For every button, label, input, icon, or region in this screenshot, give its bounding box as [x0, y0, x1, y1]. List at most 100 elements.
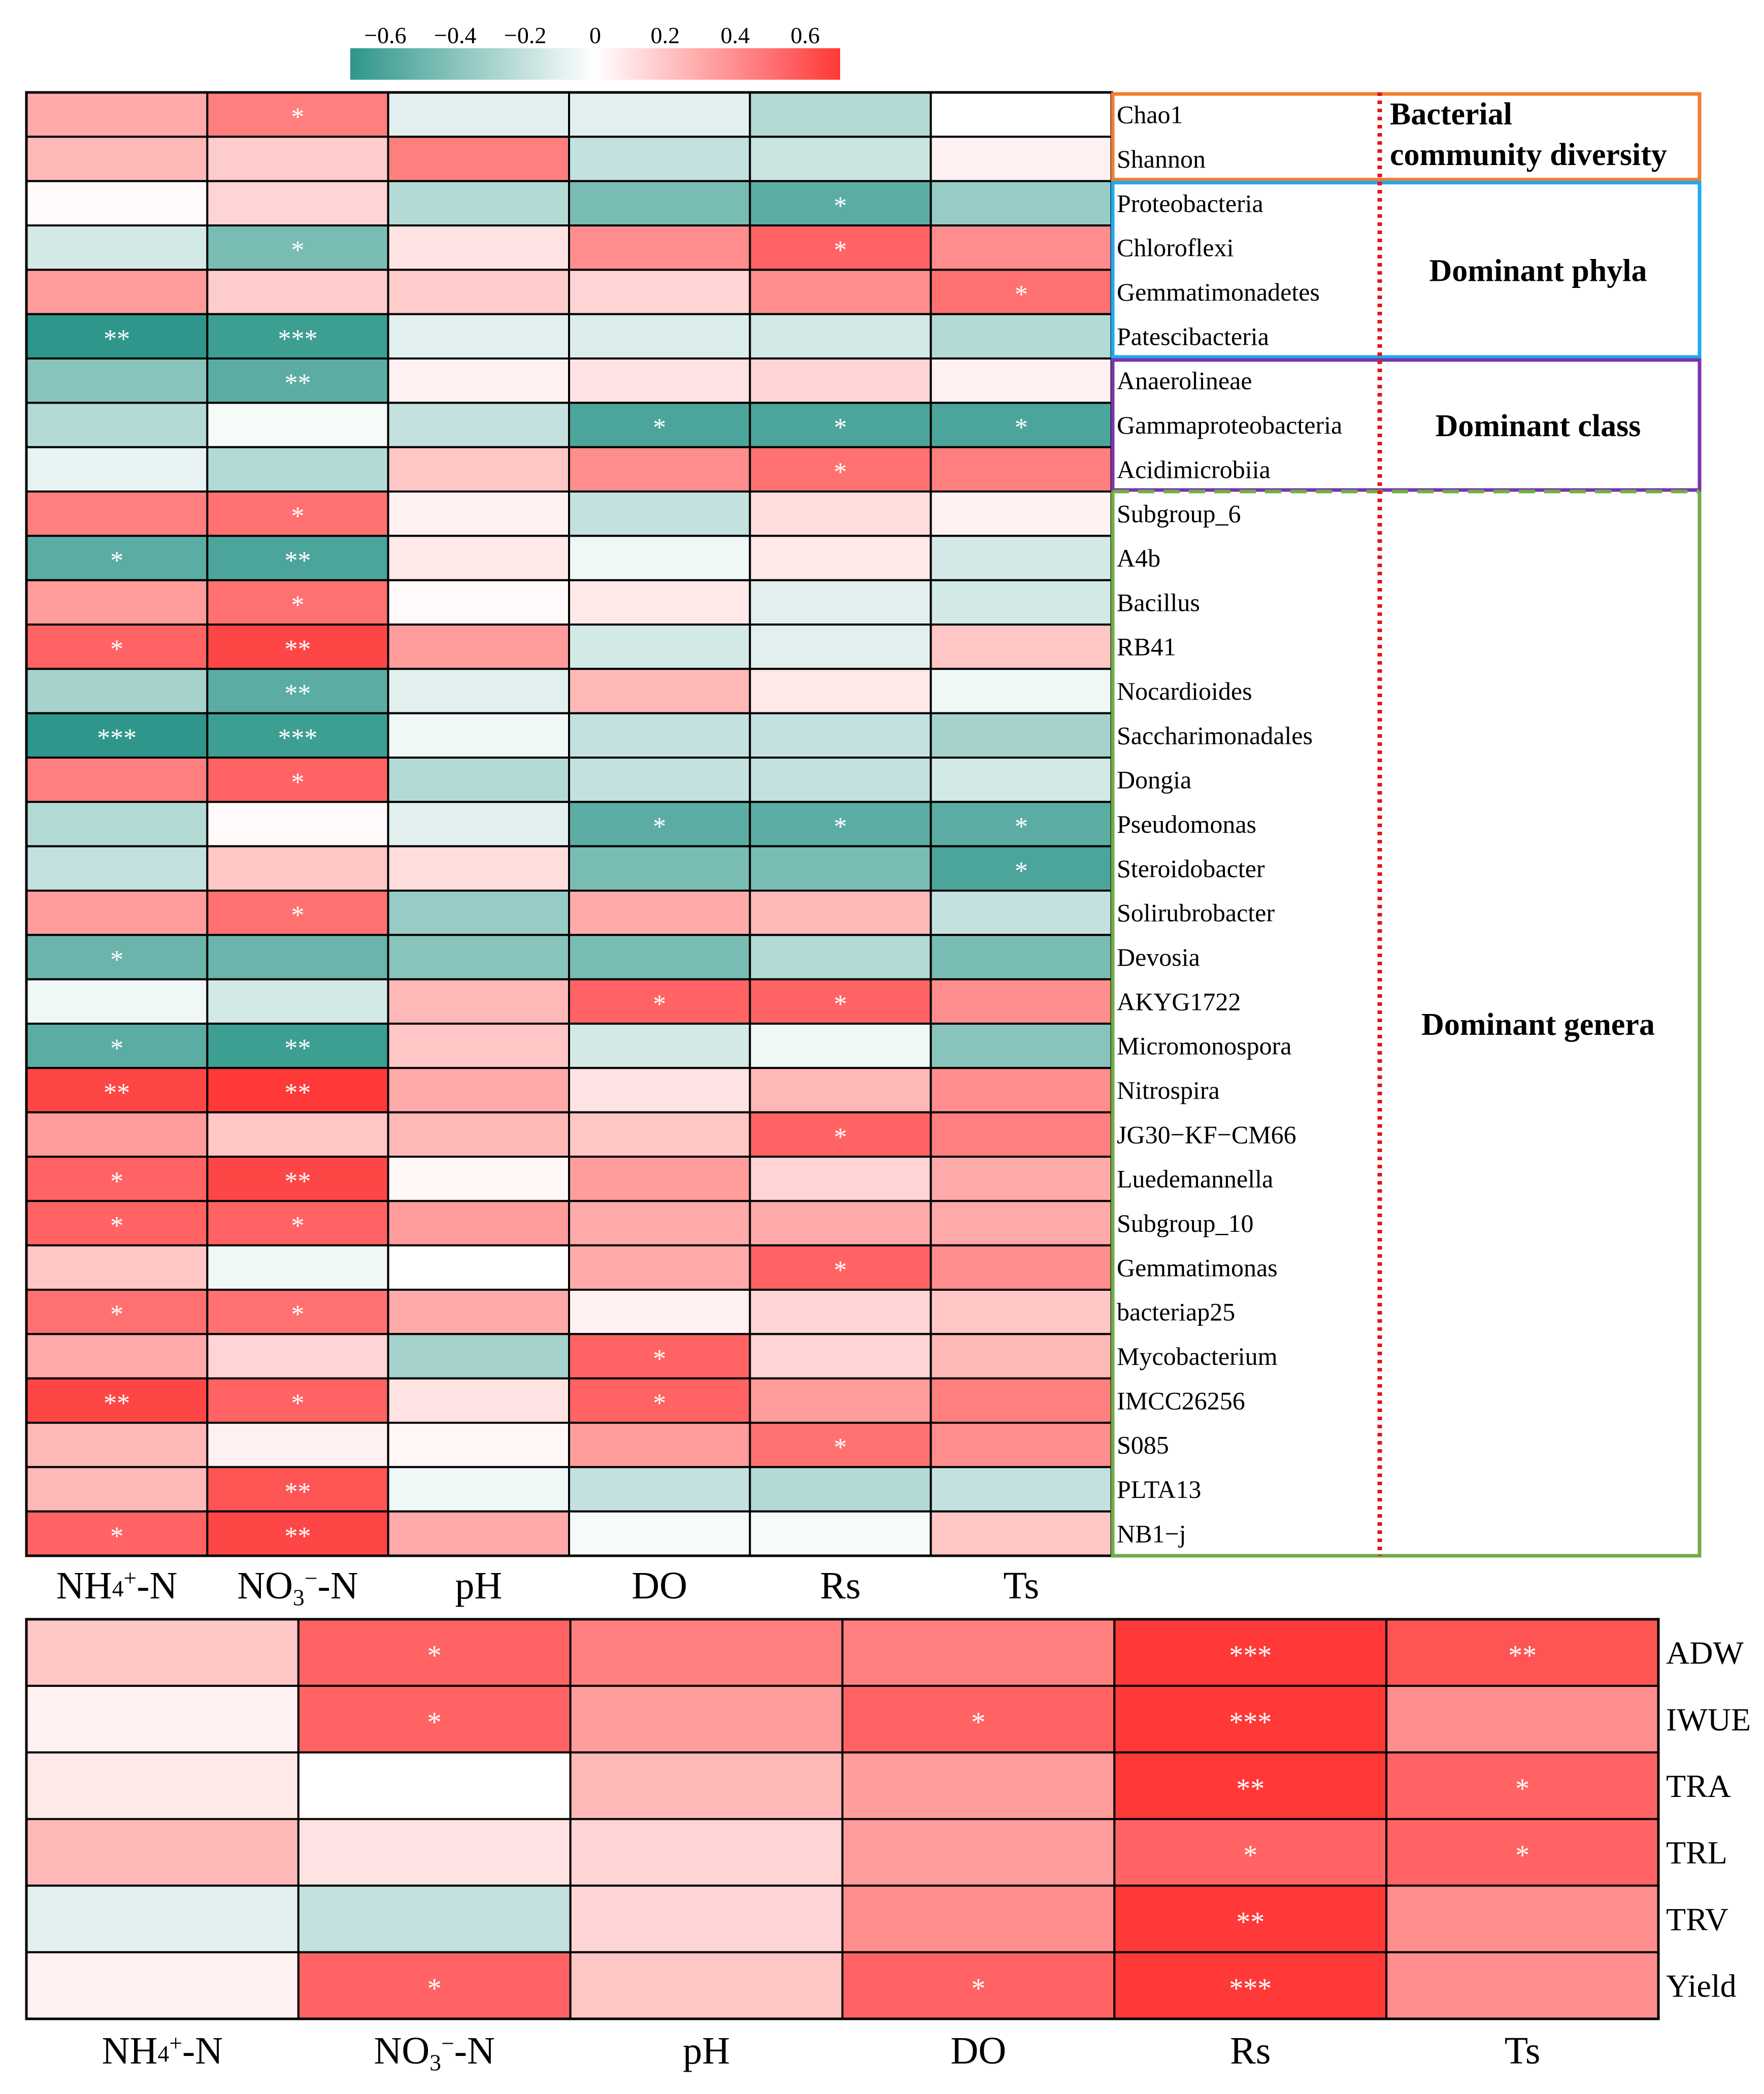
row-label-trv: TRV	[1666, 1901, 1728, 1937]
heatmap-cell	[749, 357, 932, 404]
heatmap-cell	[841, 1685, 1116, 1754]
row-label-bacillus: Bacillus	[1117, 588, 1200, 616]
heatmap-cell	[841, 1751, 1116, 1820]
heatmap-cell	[568, 668, 751, 714]
heatmap-cell	[568, 224, 751, 271]
heatmap-cell	[206, 845, 389, 892]
row-label-anaerolineae: Anaerolineae	[1117, 367, 1252, 395]
heatmap-cell	[568, 91, 751, 138]
heatmap-cell	[387, 845, 571, 892]
significance-mark: *	[291, 502, 305, 531]
heatmap-cell	[387, 1466, 571, 1513]
column-label-no: NO3−-N	[237, 1564, 358, 1611]
heatmap-cell	[206, 136, 389, 182]
significance-mark: *	[427, 1640, 442, 1672]
group-label: Dominant class	[1436, 409, 1641, 443]
top-heatmap: *** **** ****** * **** **** ******* ***** * *****…	[25, 91, 1342, 1611]
row-label-devosia: Devosia	[1117, 943, 1200, 971]
heatmap-cell	[569, 1685, 844, 1754]
row-label-mycobacterium: Mycobacterium	[1117, 1342, 1278, 1370]
row-label-gammaproteobacteria: Gammaproteobacteria	[1117, 411, 1342, 439]
significance-mark: *	[427, 1973, 442, 2004]
significance-mark: *	[291, 591, 305, 619]
significance-mark: ***	[278, 724, 318, 752]
heatmap-cell	[387, 1510, 571, 1557]
heatmap-cell	[568, 845, 751, 892]
heatmap-cell	[1385, 1884, 1660, 1953]
heatmap-cell	[25, 136, 209, 182]
heatmap-cell	[387, 402, 571, 448]
heatmap-cell	[568, 446, 751, 493]
heatmap-cell	[929, 1244, 1113, 1291]
heatmap-cell	[749, 579, 932, 626]
significance-mark: **	[285, 1167, 311, 1196]
significance-mark: *	[110, 1034, 123, 1063]
significance-mark: **	[1236, 1906, 1264, 1938]
heatmap-cell	[387, 1333, 571, 1380]
row-label-saccharimonadales: Saccharimonadales	[1117, 721, 1313, 749]
heatmap-cell	[25, 890, 209, 936]
heatmap-cell	[749, 1023, 932, 1069]
heatmap-cell	[25, 978, 209, 1025]
row-label-jg30-kf-cm66: JG30−KF−CM66	[1117, 1120, 1296, 1149]
row-label-shannon: Shannon	[1117, 145, 1206, 173]
significance-mark: *	[1015, 280, 1028, 309]
group-box-dominant-phyla: Dominant phyla	[1111, 181, 1702, 359]
heatmap-cell	[568, 313, 751, 360]
significance-mark: ***	[1229, 1973, 1272, 2004]
colorbar-tick-label: 0.6	[790, 22, 820, 48]
heatmap-cell	[206, 579, 389, 626]
heatmap-cell	[387, 934, 571, 980]
heatmap-cell	[841, 1818, 1116, 1887]
row-label-solirubrobacter: Solirubrobacter	[1117, 899, 1275, 927]
heatmap-cell	[929, 1111, 1113, 1158]
heatmap-cell	[841, 1618, 1116, 1687]
heatmap-cell	[387, 1200, 571, 1247]
group-label: Bacterial	[1390, 97, 1512, 132]
row-label-steroidobacter: Steroidobacter	[1117, 854, 1265, 882]
heatmap-cell	[25, 357, 209, 404]
heatmap-cell	[387, 1111, 571, 1158]
significance-mark: **	[104, 324, 130, 353]
heatmap-cell	[929, 579, 1113, 626]
heatmap-cell	[929, 446, 1113, 493]
significance-mark: *	[834, 1433, 847, 1462]
heatmap-cell	[929, 535, 1113, 581]
heatmap-cell	[1385, 1618, 1660, 1687]
heatmap-cell	[841, 1884, 1116, 1953]
significance-mark: *	[971, 1707, 985, 1738]
significance-mark: **	[285, 369, 311, 398]
heatmap-cell	[206, 801, 389, 847]
heatmap-cell	[749, 136, 932, 182]
significance-mark: *	[653, 812, 666, 841]
heatmap-cell	[25, 1751, 299, 1820]
row-label-gemmatimonadetes: Gemmatimonadetes	[1117, 278, 1320, 306]
heatmap-cell	[749, 1333, 932, 1380]
column-label-ts: Ts	[1505, 2030, 1541, 2072]
row-label-iwue: IWUE	[1666, 1702, 1751, 1738]
heatmap-cell	[749, 712, 932, 759]
row-label-bacteriap25: bacteriap25	[1117, 1298, 1235, 1326]
heatmap-cell	[569, 1951, 844, 2020]
heatmap-cell	[568, 978, 751, 1025]
heatmap-cell	[387, 91, 571, 138]
heatmap-cell	[929, 136, 1113, 182]
heatmap-cell	[929, 1377, 1113, 1424]
heatmap-cell	[25, 224, 209, 271]
heatmap-cell	[568, 579, 751, 626]
heatmap-cell	[297, 1884, 572, 1953]
heatmap-cell	[568, 136, 751, 182]
heatmap-cell	[387, 668, 571, 714]
heatmap-cell	[568, 180, 751, 226]
significance-mark: *	[653, 1345, 666, 1373]
heatmap-cell	[25, 757, 209, 803]
row-label-dongia: Dongia	[1117, 766, 1191, 794]
colorbar-tick-label: −0.6	[364, 22, 406, 48]
significance-mark: *	[834, 413, 847, 442]
heatmap-cell	[25, 934, 209, 980]
heatmap-cell	[749, 1156, 932, 1202]
heatmap-cell	[749, 402, 932, 448]
heatmap-cell	[568, 712, 751, 759]
heatmap-cell	[749, 1200, 932, 1247]
